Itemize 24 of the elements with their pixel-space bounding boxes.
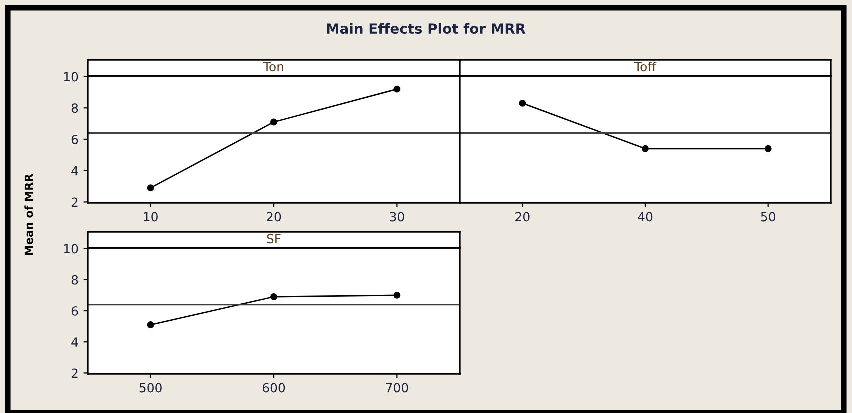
text: Main Effects Plot for MRR — [327, 23, 526, 34]
chart-title: SF — [267, 234, 281, 244]
y-tick-label: 8 — [72, 275, 78, 285]
y-tick-label: 10 — [64, 72, 78, 82]
y-tick-label: 4 — [72, 338, 78, 347]
y-axis-title: Mean of MRR — [24, 174, 34, 256]
y-tick-label: 2 — [72, 198, 78, 207]
x-tick-label: 500 — [140, 383, 162, 393]
y-tick-label: 8 — [72, 104, 78, 114]
x-tick-label: 50 — [761, 212, 776, 222]
x-tick-label: 700 — [386, 383, 408, 393]
chart-title: Toff — [634, 62, 657, 72]
x-tick-label: 30 — [390, 212, 404, 222]
y-tick-label: 10 — [64, 244, 78, 254]
x-tick-label: 20 — [516, 212, 530, 222]
y-tick-label: 2 — [72, 368, 78, 378]
x-tick-label: 600 — [262, 383, 286, 393]
x-tick-label: 10 — [144, 212, 158, 222]
y-tick-label: 6 — [72, 134, 78, 144]
x-tick-label: 20 — [266, 212, 282, 222]
chart-title: Ton — [263, 62, 284, 72]
y-tick-label: 6 — [72, 306, 78, 316]
x-tick-label: 40 — [638, 212, 653, 222]
y-tick-label: 4 — [72, 166, 78, 176]
